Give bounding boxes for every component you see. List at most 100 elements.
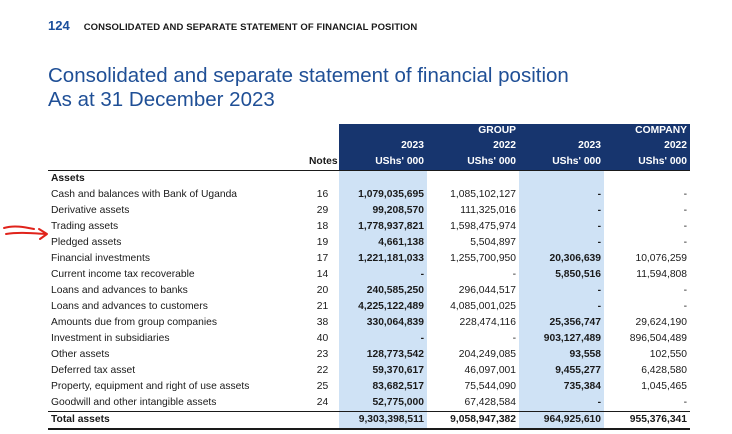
company-2022-unit: UShs' 000 <box>604 154 691 171</box>
group-2023-value: 1,221,181,033 <box>339 251 427 267</box>
company-2022-value: - <box>683 301 688 312</box>
company-2023-value: 903,127,489 <box>519 331 605 347</box>
table-row: Derivative assets 29 99,208,570 111,325,016… <box>48 203 690 219</box>
company-2022-value: - <box>683 221 688 232</box>
company-2023-value: 93,558 <box>519 347 605 363</box>
document-title: Consolidated and separate statement of f… <box>48 64 569 112</box>
company-2023-value: 5,850,516 <box>519 267 605 283</box>
group-2022-value: 228,474,116 <box>459 317 517 328</box>
row-label: Trading assets <box>51 221 119 232</box>
group-2022-value: 46,097,001 <box>464 365 517 376</box>
table-row: Financial investments 17 1,221,181,033 1,25… <box>48 251 690 267</box>
total-company-2023: 964,925,610 <box>519 411 605 430</box>
row-label: Loans and advances to banks <box>51 285 188 296</box>
group-2022-value: - <box>512 269 517 280</box>
company-2022-value: - <box>683 397 688 408</box>
row-note: 24 <box>316 397 329 408</box>
table-row: Property, equipment and right of use ass… <box>48 379 690 395</box>
table-row: Cash and balances with Bank of Uganda 16 1… <box>48 187 690 203</box>
company-2023-value: - <box>519 283 605 299</box>
company-2022-value: 10,076,259 <box>635 253 688 264</box>
row-note: 23 <box>316 349 329 360</box>
group-2023-value: 83,682,517 <box>339 379 427 395</box>
total-group-2023: 9,303,398,511 <box>339 411 427 430</box>
row-label: Amounts due from group companies <box>51 317 217 328</box>
table-row: Goodwill and other intangible assets 24 52… <box>48 395 690 412</box>
title-line-1: Consolidated and separate statement of f… <box>48 64 569 87</box>
row-note: 29 <box>316 205 329 216</box>
company-2022-year: 2022 <box>604 138 691 154</box>
row-label: Deferred tax asset <box>51 365 136 376</box>
row-note: 22 <box>316 365 329 376</box>
page-number: 124 <box>48 18 70 33</box>
row-label: Pledged assets <box>51 237 122 248</box>
row-note: 38 <box>316 317 329 328</box>
group-2023-value: 99,208,570 <box>339 203 427 219</box>
company-2023-value: - <box>519 235 605 251</box>
group-2022-value: 5,504,897 <box>470 237 517 248</box>
company-2022-value: 1,045,465 <box>641 381 688 392</box>
group-2023-value: - <box>339 267 427 283</box>
total-group-2022: 9,058,947,382 <box>427 411 520 430</box>
table-row: Amounts due from group companies 38 330,06… <box>48 315 690 331</box>
company-2022-value: 6,428,580 <box>641 365 688 376</box>
total-row: Total assets 9,303,398,511 9,058,947,382 96… <box>48 411 691 430</box>
group-2023-unit: UShs' 000 <box>339 154 427 171</box>
table-row: Loans and advances to banks 20 240,585,250… <box>48 283 690 299</box>
group-2023-value: 4,225,122,489 <box>339 299 427 315</box>
table-row: Other assets 23 128,773,542 204,249,085 93,5… <box>48 347 690 363</box>
total-note <box>306 411 339 430</box>
company-2023-value: - <box>519 395 605 412</box>
group-2023-value: 240,585,250 <box>339 283 427 299</box>
company-2022-value: 896,504,489 <box>629 333 688 344</box>
group-2022-value: 67,428,584 <box>464 397 517 408</box>
table-row: Investment in subsidiaries 40- -903,127,48… <box>48 331 690 347</box>
company-2023-value: - <box>519 203 605 219</box>
group-2022-value: 204,249,085 <box>458 349 517 360</box>
company-2022-value: - <box>683 189 688 200</box>
group-2023-value: 1,778,937,821 <box>339 219 427 235</box>
table-row: Trading assets 18 1,778,937,821 1,598,475,9… <box>48 219 690 235</box>
row-label: Property, equipment and right of use ass… <box>51 381 250 392</box>
row-note: 14 <box>316 269 329 280</box>
group-2023-value: 4,661,138 <box>339 235 427 251</box>
company-2023-value: - <box>519 219 605 235</box>
row-label: Investment in subsidiaries <box>51 333 170 344</box>
group-2023-value: 52,775,000 <box>339 395 427 412</box>
company-2022-value: - <box>683 285 688 296</box>
company-2022-value: 11,594,808 <box>636 269 688 280</box>
company-2022-value: - <box>683 237 688 248</box>
row-note: 20 <box>316 285 329 296</box>
row-label: Loans and advances to customers <box>51 301 208 312</box>
table-row: Current income tax recoverable 14- -5,850,… <box>48 267 690 283</box>
group-2022-value: 4,085,001,025 <box>450 301 517 312</box>
group-2022-value: 1,085,102,127 <box>450 189 517 200</box>
group-2022-value: - <box>512 333 517 344</box>
table-row: Pledged assets 19 4,661,138 5,504,897- - <box>48 235 690 251</box>
page-header: 124 CONSOLIDATED AND SEPARATE STATEMENT … <box>48 18 417 33</box>
group-2023-value: 1,079,035,695 <box>339 187 427 203</box>
company-2022-value: 29,624,190 <box>635 317 688 328</box>
financial-position-table: GROUP COMPANY 2023 2022 2023 2022 Notes … <box>48 124 691 430</box>
group-2023-value: 59,370,617 <box>339 363 427 379</box>
group-2022-unit: UShs' 000 <box>427 154 520 171</box>
total-label: Total assets <box>48 411 306 430</box>
section-label: Assets <box>51 173 85 184</box>
title-line-2: As at 31 December 2023 <box>48 88 275 111</box>
group-2023-value: 330,064,839 <box>339 315 427 331</box>
group-2022-value: 296,044,517 <box>458 285 517 296</box>
row-label: Derivative assets <box>51 205 130 216</box>
company-2023-value: - <box>519 187 605 203</box>
group-2022-value: 1,598,475,974 <box>450 221 517 232</box>
group-2023-year: 2023 <box>339 138 427 154</box>
group-2023-value: 128,773,542 <box>339 347 427 363</box>
group-2023-value: - <box>339 331 427 347</box>
total-company-2022: 955,376,341 <box>604 411 691 430</box>
company-header: COMPANY <box>519 124 691 138</box>
company-2023-value: 9,455,277 <box>519 363 605 379</box>
company-2023-value: 25,356,747 <box>519 315 605 331</box>
running-title: CONSOLIDATED AND SEPARATE STATEMENT OF F… <box>83 22 418 33</box>
company-2022-value: - <box>683 205 688 216</box>
group-header: GROUP <box>339 124 520 138</box>
company-2023-unit: UShs' 000 <box>519 154 605 171</box>
